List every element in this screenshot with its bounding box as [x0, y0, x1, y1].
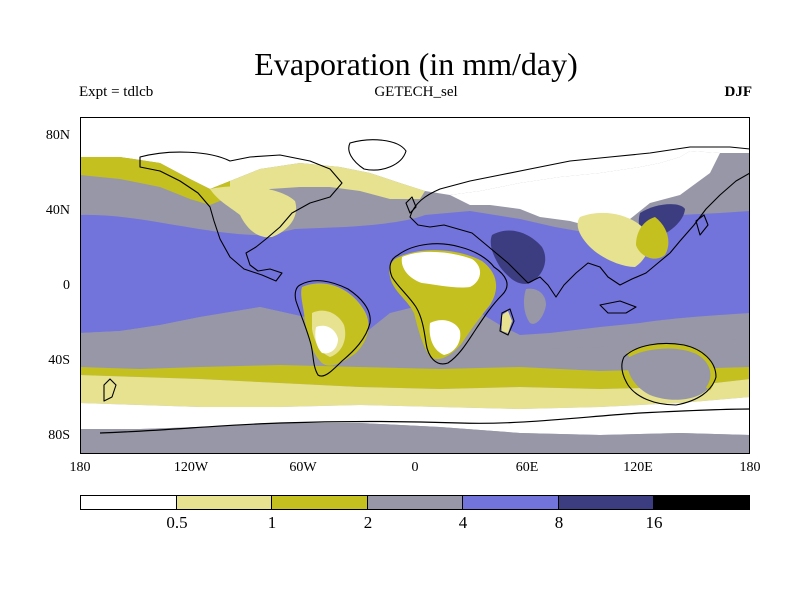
colorbar-swatch	[654, 496, 750, 509]
x-tick-label: 60E	[515, 460, 539, 475]
colorbar-label: 8	[554, 513, 564, 532]
y-tick-label: 40N	[45, 203, 70, 218]
coast-north-america	[139, 151, 343, 282]
colorbar-swatch	[463, 496, 559, 509]
coast-japan	[695, 214, 709, 236]
australia-yellow-edge	[626, 343, 716, 391]
coast-africa	[389, 243, 508, 365]
colorbar-swatch	[176, 496, 273, 509]
bottom-gray	[80, 423, 750, 454]
yellow-band-south-1	[80, 365, 750, 389]
x-tick-label: 120W	[173, 460, 209, 475]
colorbar-label: 1	[267, 513, 277, 532]
coast-south-america	[294, 280, 371, 377]
coast-eurasia	[409, 146, 750, 298]
india-gray	[523, 288, 546, 324]
gray-band-south	[80, 307, 750, 371]
coast-madagascar	[499, 308, 515, 336]
asia-yellow	[636, 217, 669, 259]
coast-greenland	[348, 139, 407, 171]
colorbar-label: 2	[363, 513, 373, 532]
australia-gray	[627, 346, 713, 400]
antarctic-coast	[99, 408, 750, 434]
asia-pale	[577, 212, 650, 267]
y-tick-label: 80N	[45, 128, 70, 143]
experiment-label: Expt = tdlcb	[79, 84, 154, 100]
asia-dry	[450, 151, 720, 229]
colorbar-swatch	[272, 496, 368, 509]
y-tick-label: 0	[63, 278, 70, 293]
coast-australia	[621, 342, 717, 406]
colorbar-swatch	[558, 496, 655, 509]
north-yellow	[80, 157, 230, 205]
blue-patch-arabian	[490, 230, 546, 284]
colorbar-label: 16	[645, 513, 663, 532]
y-tick-label: 80S	[48, 428, 70, 443]
x-tick-label: 120E	[623, 460, 653, 475]
yellow-band-south-2	[80, 375, 750, 409]
x-tick-label: 180	[739, 460, 761, 475]
coast-new-zealand	[103, 378, 117, 402]
colorbar-swatch	[81, 496, 177, 509]
dataset-label: GETECH_sel	[374, 84, 458, 100]
sahara-dry	[401, 251, 481, 288]
evaporation-map	[80, 117, 750, 454]
antarctic-low	[80, 397, 750, 435]
chart-title: Evaporation (in mm/day)	[254, 46, 578, 82]
south-america-dry	[315, 325, 338, 354]
arctic-white	[80, 117, 750, 195]
x-tick-label: 0	[411, 460, 419, 475]
kalahari-dry	[429, 320, 461, 355]
x-tick-label: 60W	[289, 460, 317, 475]
coast-indonesia	[599, 300, 637, 314]
coast-britain	[405, 196, 417, 214]
x-tick-label: 180	[69, 460, 91, 475]
map-frame	[80, 117, 750, 454]
y-tick-label: 40S	[48, 353, 70, 368]
madagascar	[502, 311, 512, 333]
north-yellow-2	[230, 163, 425, 199]
colorbar	[80, 495, 750, 510]
north-america-pale	[210, 186, 297, 238]
colorbar-label: 4	[458, 513, 468, 532]
colorbar-swatch	[367, 496, 464, 509]
season-label: DJF	[724, 84, 753, 100]
colorbar-label: 0.5	[166, 513, 188, 532]
